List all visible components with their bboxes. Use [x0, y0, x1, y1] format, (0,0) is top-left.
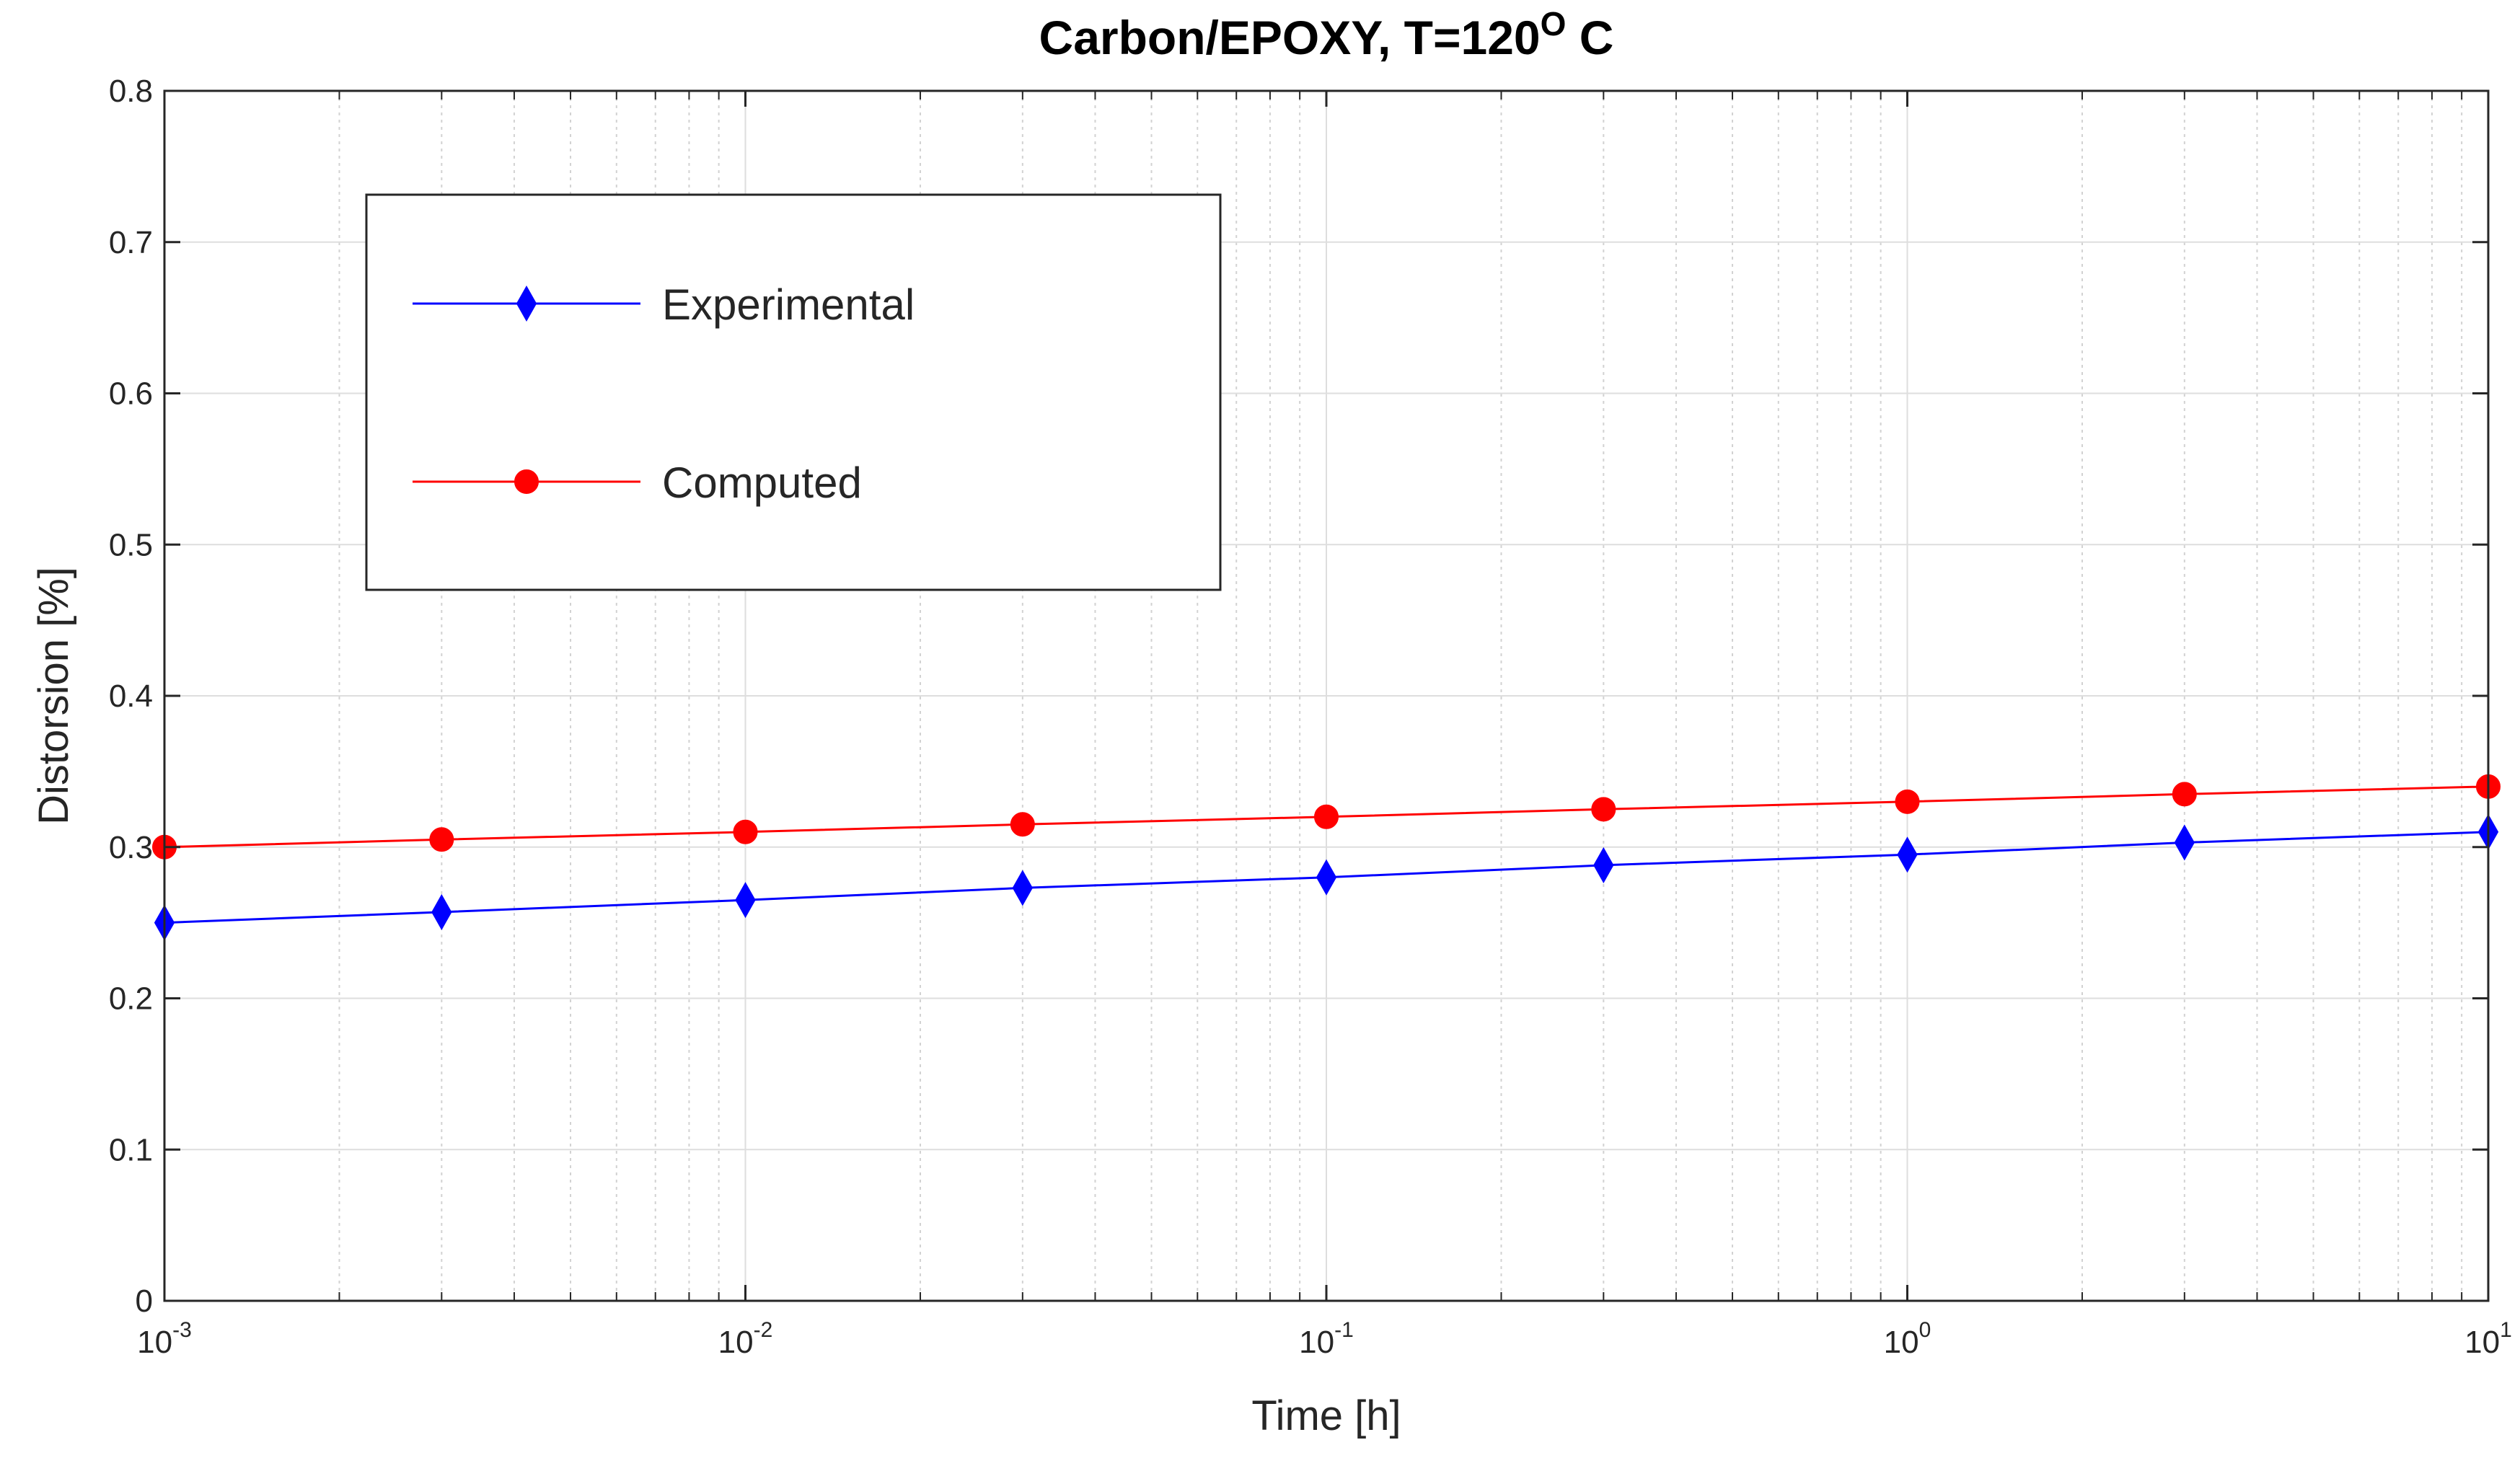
y-tick-label: 0.5 — [109, 527, 153, 562]
x-tick-label-base: 10 — [1299, 1325, 1334, 1360]
y-tick-label: 0.7 — [109, 225, 153, 260]
x-axis-label: Time [h] — [1251, 1392, 1401, 1439]
x-tick-label-exponent: 1 — [2500, 1318, 2512, 1342]
x-tick-label-base: 10 — [137, 1325, 172, 1360]
x-tick-label-base: 10 — [718, 1325, 754, 1360]
series-experimental-point — [1593, 847, 1614, 883]
y-tick-label: 0.1 — [109, 1132, 153, 1167]
series-computed-point — [429, 827, 454, 852]
legend-computed-label: Computed — [662, 459, 862, 507]
chart-title: Carbon/EPOXY, T=120O C — [1039, 5, 1614, 64]
y-tick-label: 0.8 — [109, 74, 153, 109]
legend-experimental-marker — [516, 285, 537, 322]
x-tick-label-base: 10 — [1884, 1325, 1919, 1360]
series-experimental-point — [1012, 870, 1033, 906]
series-experimental-point — [1316, 859, 1337, 896]
chart-title-superscript: O — [1541, 5, 1567, 43]
legend-box — [365, 193, 1222, 591]
series-experimental-point — [1897, 836, 1918, 873]
y-tick-label: 0.3 — [109, 830, 153, 865]
x-tick-label: 10-1 — [1299, 1318, 1354, 1360]
series-experimental-point — [431, 893, 452, 930]
x-tick-label-exponent: -2 — [754, 1318, 773, 1342]
series-computed-point — [1591, 797, 1616, 822]
y-axis-label: Distorsion [%] — [30, 567, 77, 825]
legend-computed-marker — [514, 469, 539, 494]
y-axis-ticks: 0 0.1 0.2 0.3 0.4 0.5 0.6 0.7 0.8 — [109, 74, 2488, 1319]
x-tick-label: 100 — [1884, 1318, 1931, 1360]
series-computed-point — [2172, 782, 2197, 807]
legend: Experimental Computed — [365, 193, 1222, 591]
series-computed-point — [1010, 812, 1035, 837]
x-tick-label-base: 10 — [2464, 1325, 2500, 1360]
x-tick-label: 10-3 — [137, 1318, 192, 1360]
series-computed-point — [733, 819, 758, 844]
y-tick-label: 0.2 — [109, 981, 153, 1017]
y-tick-label: 0.6 — [109, 376, 153, 412]
legend-experimental-label: Experimental — [662, 280, 915, 329]
series-experimental-point — [735, 882, 756, 919]
x-tick-label: 10-2 — [718, 1318, 773, 1360]
x-tick-label-exponent: 0 — [1919, 1318, 1931, 1342]
y-tick-label: 0 — [136, 1284, 153, 1319]
chart-title-suffix: C — [1566, 11, 1613, 64]
y-tick-label: 0.4 — [109, 679, 153, 714]
x-tick-label: 101 — [2464, 1318, 2512, 1360]
x-axis-ticks: 10-3 10-2 10-1 100 101 — [137, 91, 2512, 1360]
series-computed-point — [1895, 789, 1920, 814]
x-tick-label-exponent: -1 — [1334, 1318, 1354, 1342]
x-tick-label-exponent: -3 — [172, 1318, 192, 1342]
series-computed-point — [1314, 804, 1339, 829]
series-experimental-point — [2174, 824, 2195, 861]
chart-title-main: Carbon/EPOXY, T=120 — [1039, 11, 1541, 64]
